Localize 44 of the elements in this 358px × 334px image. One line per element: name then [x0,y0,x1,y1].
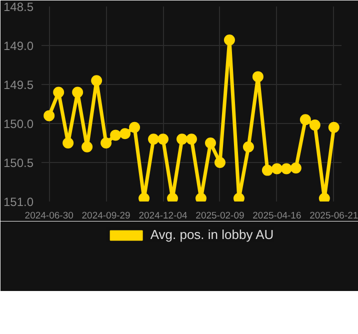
point [91,75,102,86]
point [271,163,282,174]
point [82,141,93,152]
point [214,157,226,168]
point [195,192,206,202]
point [204,138,216,148]
y-tick-label: 149.0 [3,39,34,53]
x-tick-label: 2024-12-04 [138,210,188,222]
point [290,162,302,174]
point [262,164,273,176]
point [233,192,244,202]
point [120,128,131,140]
point [186,134,197,145]
y-tick-label: 149.5 [3,78,34,92]
x-tick-label: 2024-06-30 [24,210,74,222]
point [148,134,160,145]
x-tick-label: 2025-02-09 [196,210,244,222]
point [62,138,74,148]
y-tick-label: 151.0 [3,195,34,209]
point [318,192,330,202]
point [72,86,84,98]
point [309,120,320,131]
point [110,130,122,141]
point [252,71,264,82]
point [100,138,112,148]
point [53,86,64,98]
point [280,163,292,174]
point [224,34,235,46]
x-tick-label: 2024-09-29 [82,210,130,222]
point [176,134,188,145]
point [138,192,150,202]
point [300,114,311,126]
point [129,122,140,133]
point [242,141,254,152]
point [158,134,169,145]
legend-label: Avg. pos. in lobby AU [150,227,274,242]
point [167,192,178,202]
x-tick-label: 2025-06-21 [310,210,358,222]
y-tick-label: 150.0 [3,117,34,131]
y-tick-label: 150.5 [3,156,34,170]
point [44,110,55,122]
point [328,122,340,133]
x-tick-label: 2025-04-16 [252,210,302,222]
y-tick-label: 148.5 [3,0,34,14]
